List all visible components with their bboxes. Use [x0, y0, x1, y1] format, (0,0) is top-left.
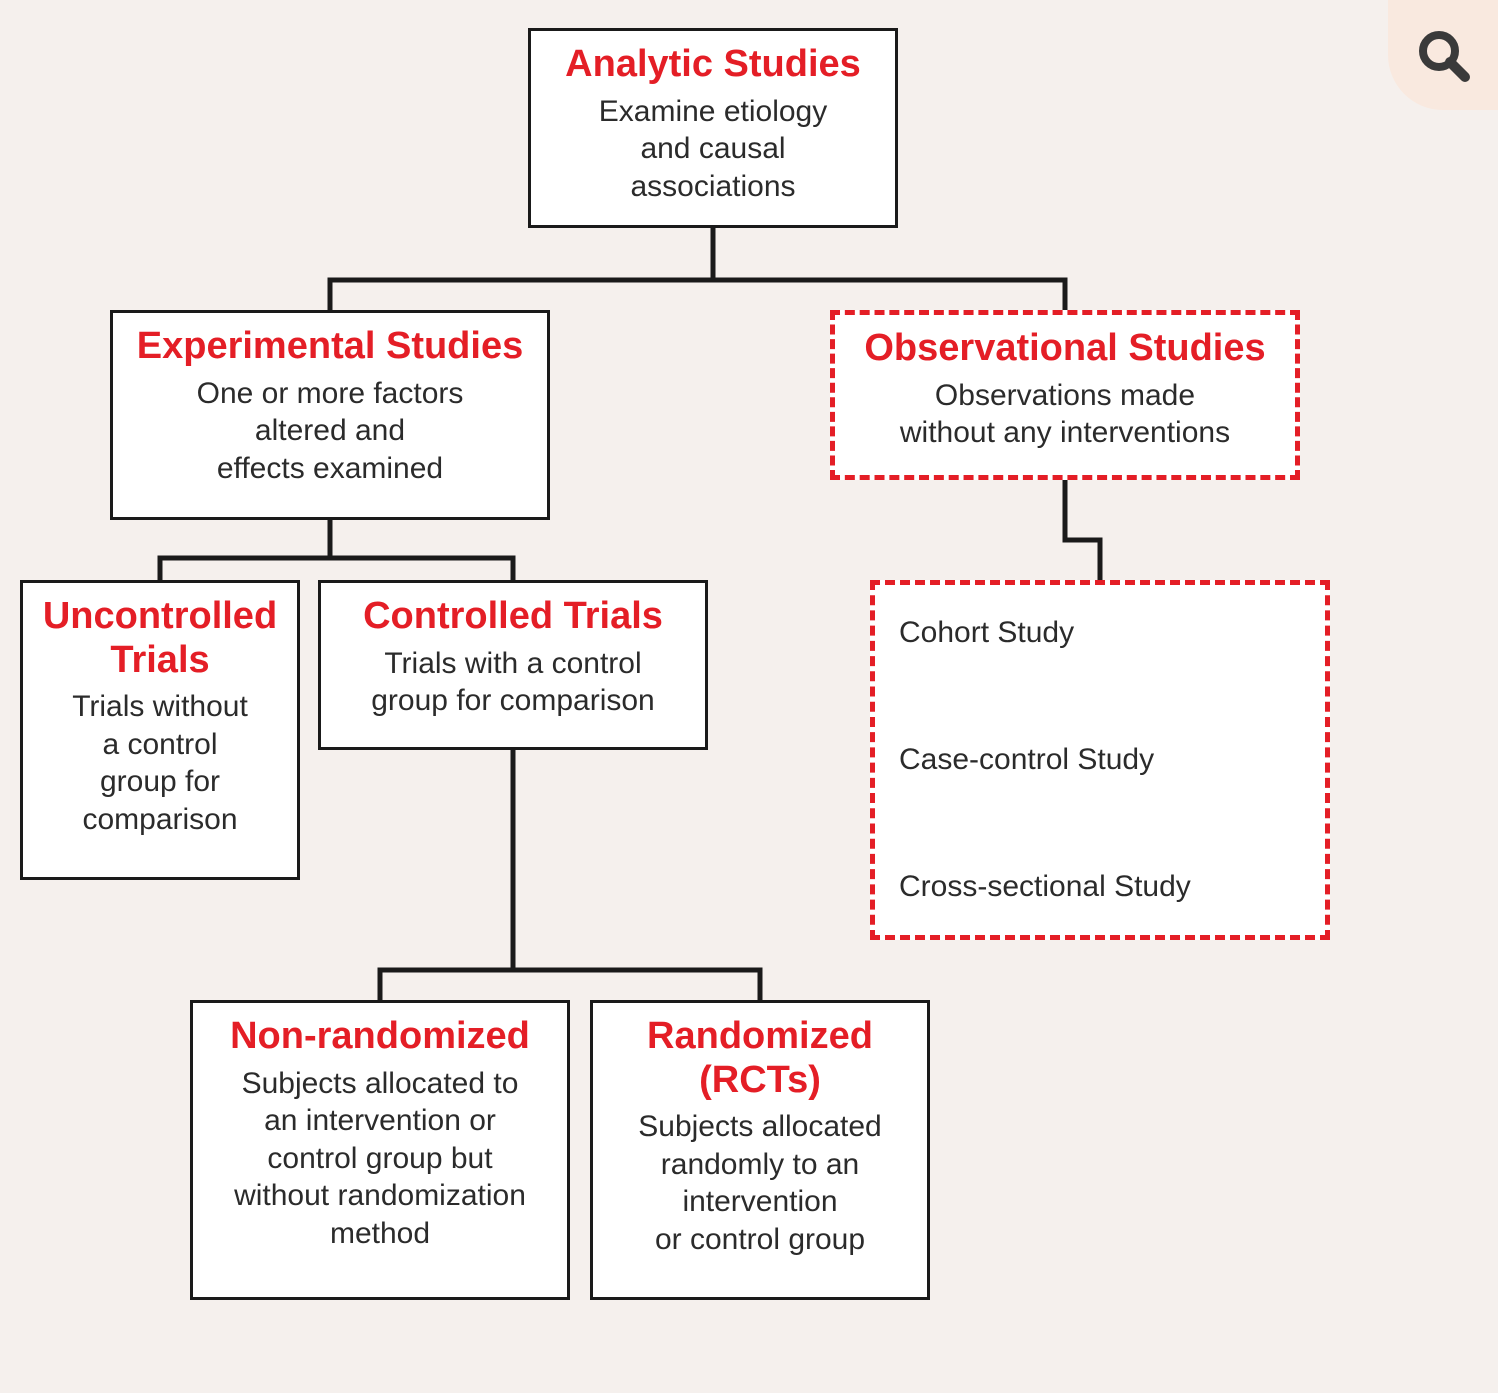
node-desc: Examine etiologyand causalassociations — [599, 93, 827, 206]
node-title: Randomized(RCTs) — [647, 1015, 873, 1102]
node-randomized-rcts: Randomized(RCTs) Subjects allocatedrando… — [590, 1000, 930, 1300]
node-title: UncontrolledTrials — [43, 595, 277, 682]
node-observational-list: Cohort Study Case-control Study Cross-se… — [870, 580, 1330, 940]
node-title: Controlled Trials — [363, 595, 663, 639]
node-title: Experimental Studies — [137, 325, 523, 369]
node-experimental-studies: Experimental Studies One or more factors… — [110, 310, 550, 520]
corner-badge — [1388, 0, 1498, 110]
diagram-canvas: Analytic Studies Examine etiologyand cau… — [0, 0, 1498, 1393]
node-desc: Subjects allocatedrandomly to aninterven… — [638, 1108, 882, 1258]
node-non-randomized: Non-randomized Subjects allocated toan i… — [190, 1000, 570, 1300]
node-desc: Trials with a controlgroup for compariso… — [371, 645, 654, 720]
node-uncontrolled-trials: UncontrolledTrials Trials withouta contr… — [20, 580, 300, 880]
node-analytic-studies: Analytic Studies Examine etiologyand cau… — [528, 28, 898, 228]
node-desc: Observations madewithout any interventio… — [900, 377, 1230, 452]
magnifier-icon — [1413, 25, 1473, 85]
list-item: Cross-sectional Study — [899, 869, 1301, 905]
node-desc: Subjects allocated toan intervention orc… — [234, 1065, 526, 1253]
list-item: Cohort Study — [899, 615, 1301, 651]
node-observational-studies: Observational Studies Observations madew… — [830, 310, 1300, 480]
node-title: Observational Studies — [864, 327, 1265, 371]
node-title: Analytic Studies — [565, 43, 861, 87]
list-item: Case-control Study — [899, 742, 1301, 778]
node-desc: Trials withouta controlgroup forcomparis… — [72, 688, 248, 838]
node-title: Non-randomized — [230, 1015, 530, 1059]
node-controlled-trials: Controlled Trials Trials with a controlg… — [318, 580, 708, 750]
node-desc: One or more factorsaltered andeffects ex… — [197, 375, 464, 488]
